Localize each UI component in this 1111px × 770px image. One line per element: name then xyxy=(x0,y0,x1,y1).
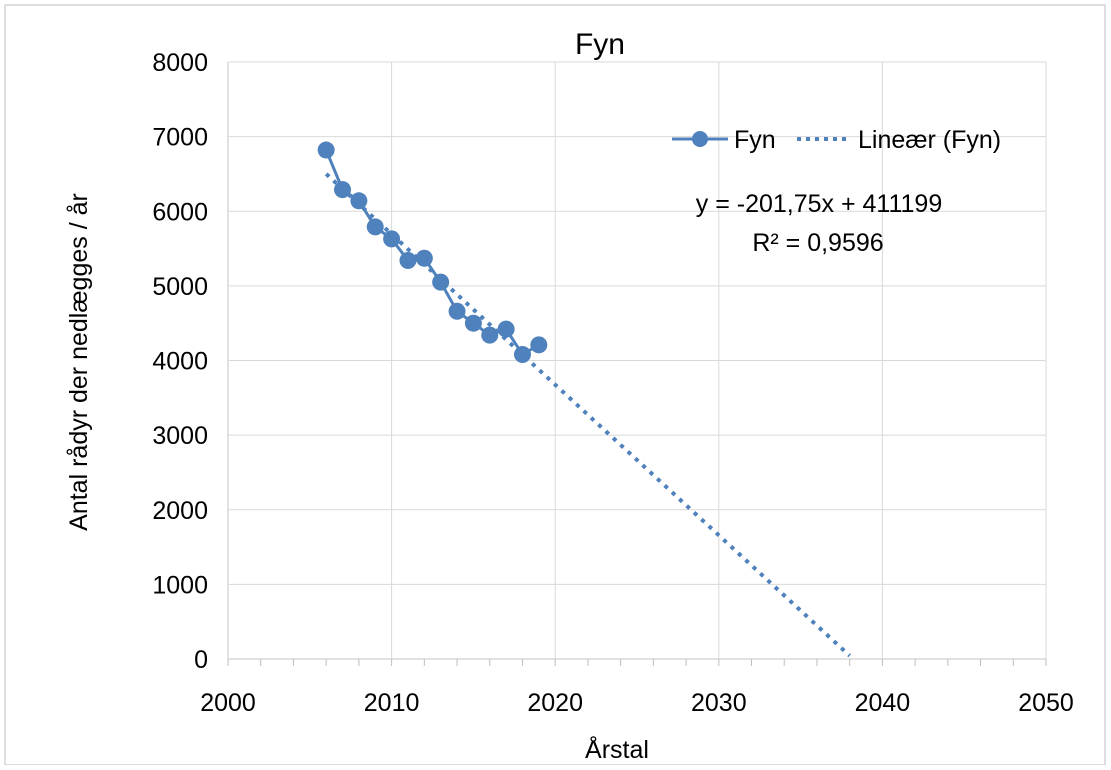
data-point xyxy=(481,326,499,344)
data-point xyxy=(513,346,531,364)
data-point xyxy=(399,252,417,270)
x-tick-label: 2010 xyxy=(364,689,420,717)
data-point xyxy=(383,230,401,248)
legend: Fyn Lineær (Fyn) xyxy=(672,126,1001,154)
data-point xyxy=(448,302,466,320)
data-point xyxy=(317,141,335,159)
y-tick-label: 1000 xyxy=(152,571,208,599)
data-point xyxy=(464,314,482,332)
data-point xyxy=(530,336,548,354)
data-point xyxy=(350,192,368,210)
x-tick-label: 2030 xyxy=(691,689,747,717)
y-tick-label: 2000 xyxy=(152,497,208,525)
data-point xyxy=(366,218,384,236)
chart-title: Fyn xyxy=(575,28,625,61)
legend-label-trend: Lineær (Fyn) xyxy=(858,126,1001,154)
trendline xyxy=(324,172,852,658)
data-point xyxy=(334,181,352,199)
data-point xyxy=(415,249,433,267)
trendline-equation: y = -201,75x + 411199 xyxy=(696,190,942,218)
legend-marker-fyn xyxy=(692,131,708,147)
data-point xyxy=(432,273,450,291)
x-tick-label: 2000 xyxy=(200,689,256,717)
y-axis-label: Antal rådyr der nedlægges / år xyxy=(65,193,93,531)
y-tick-label: 7000 xyxy=(152,124,208,152)
y-tick-label: 8000 xyxy=(152,49,208,77)
x-tick-label: 2020 xyxy=(527,689,583,717)
data-point xyxy=(497,320,515,338)
trendline-r-squared: R² = 0,9596 xyxy=(752,229,883,257)
y-tick-label: 3000 xyxy=(152,422,208,450)
y-tick-label: 0 xyxy=(194,646,208,674)
y-tick-label: 4000 xyxy=(152,348,208,376)
y-tick-label: 6000 xyxy=(152,198,208,226)
x-axis-label: Årstal xyxy=(585,734,649,764)
y-tick-label: 5000 xyxy=(152,273,208,301)
x-tick-label: 2050 xyxy=(1018,689,1074,717)
legend-label-fyn: Fyn xyxy=(734,126,776,154)
x-tick-label: 2040 xyxy=(855,689,911,717)
